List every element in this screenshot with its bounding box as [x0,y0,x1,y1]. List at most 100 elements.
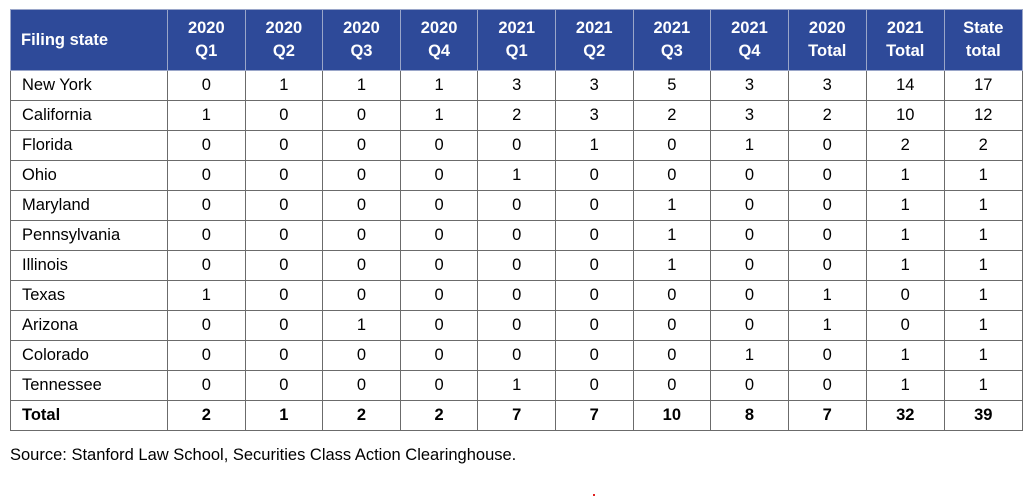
total-count-cell: 2 [399,400,479,431]
count-cell: 0 [477,130,556,161]
state-name-cell: Pennsylvania [10,220,168,251]
header-row: Filing state 2020 Q1 2020 Q2 2020 Q3 2020 Q4 2021… [10,9,1023,71]
count-cell: 3 [554,70,634,101]
count-cell: 0 [710,190,789,221]
column-header-line1: 2021 [731,19,768,37]
count-cell: 0 [244,370,324,401]
column-header-line2: Q4 [738,42,761,60]
count-cell: 1 [399,70,479,101]
count-cell: 0 [399,370,479,401]
column-header-filing-state: Filing state [10,9,168,71]
count-cell: 0 [477,310,556,341]
total-count-cell: 1 [244,400,324,431]
column-header: 2021 Q4 [710,9,789,71]
state-name-cell: Florida [10,130,168,161]
count-cell: 1 [943,160,1023,191]
count-cell: 1 [632,190,712,221]
count-cell: 1 [865,220,945,251]
count-cell: 1 [865,190,945,221]
state-name-cell: Texas [10,280,168,311]
count-cell: 0 [244,160,324,191]
column-header: 2021 Q3 [632,9,712,71]
count-cell: 1 [865,250,945,281]
count-cell: 3 [477,70,556,101]
total-count-cell: 2 [322,400,401,431]
state-name-cell: Tennessee [10,370,168,401]
count-cell: 0 [322,160,401,191]
column-header: 2020 Q4 [399,9,479,71]
count-cell: 0 [167,220,246,251]
column-header-line2: Q1 [505,42,528,60]
count-cell: 0 [167,370,246,401]
column-header-line2: Q2 [583,42,606,60]
count-cell: 1 [943,250,1023,281]
count-cell: 0 [167,70,246,101]
count-cell: 0 [632,160,712,191]
count-cell: 0 [399,280,479,311]
count-cell: 0 [322,220,401,251]
table-row: Maryland 0 0 0 0 0 0 1 0 0 1 1 [10,190,1023,221]
column-header-line1: 2020 [420,19,458,37]
count-cell: 0 [554,220,634,251]
count-cell: 0 [244,190,324,221]
state-name-cell: Colorado [10,340,168,371]
count-cell: 0 [477,280,556,311]
filings-by-state-table-container: Filing state 2020 Q1 2020 Q2 2020 Q3 2020 Q4 2021… [10,9,1023,431]
table-row: Tennessee 0 0 0 0 1 0 0 0 0 1 1 [10,370,1023,401]
count-cell: 0 [399,160,479,191]
count-cell: 0 [710,220,789,251]
column-header-line2: Q3 [350,42,373,60]
count-cell: 17 [943,70,1023,101]
count-cell: 3 [787,70,867,101]
count-cell: 0 [787,340,867,371]
count-cell: 0 [322,130,401,161]
count-cell: 3 [710,100,789,131]
total-count-cell: 7 [787,400,867,431]
count-cell: 1 [943,280,1023,311]
total-count-cell: 7 [477,400,556,431]
count-cell: 0 [244,280,324,311]
red-dot-mark [593,494,595,496]
count-cell: 2 [943,130,1023,161]
count-cell: 1 [244,70,324,101]
column-header: 2021 Q2 [554,9,634,71]
count-cell: 0 [787,190,867,221]
column-header-line1: 2021 [886,19,924,37]
count-cell: 0 [632,340,712,371]
count-cell: 0 [787,160,867,191]
count-cell: 0 [399,250,479,281]
column-header-line2: Q2 [272,42,295,60]
total-count-cell: 39 [943,400,1023,431]
count-cell: 3 [710,70,789,101]
count-cell: 0 [244,310,324,341]
count-cell: 1 [477,370,556,401]
source-note: Source: Stanford Law School, Securities … [10,446,517,464]
table-row: New York 0 1 1 1 3 3 5 3 3 14 17 [10,70,1023,101]
count-cell: 1 [554,130,634,161]
count-cell: 0 [710,280,789,311]
count-cell: 1 [167,280,246,311]
count-cell: 0 [632,310,712,341]
column-header: 2020 Q3 [322,9,401,71]
count-cell: 0 [787,220,867,251]
count-cell: 2 [787,100,867,131]
count-cell: 0 [710,250,789,281]
count-cell: 1 [943,220,1023,251]
count-cell: 1 [943,190,1023,221]
column-header-line1: 2021 [653,19,691,37]
count-cell: 0 [787,250,867,281]
total-count-cell: 2 [167,400,246,431]
count-cell: 0 [632,130,712,161]
count-cell: 14 [865,70,945,101]
table-row: Pennsylvania 0 0 0 0 0 0 1 0 0 1 1 [10,220,1023,251]
count-cell: 0 [167,130,246,161]
count-cell: 1 [322,310,401,341]
count-cell: 2 [477,100,556,131]
column-header-line2: Q4 [428,42,451,60]
count-cell: 0 [865,280,945,311]
count-cell: 0 [787,370,867,401]
count-cell: 10 [865,100,945,131]
count-cell: 0 [167,310,246,341]
count-cell: 0 [244,100,324,131]
count-cell: 1 [167,100,246,131]
